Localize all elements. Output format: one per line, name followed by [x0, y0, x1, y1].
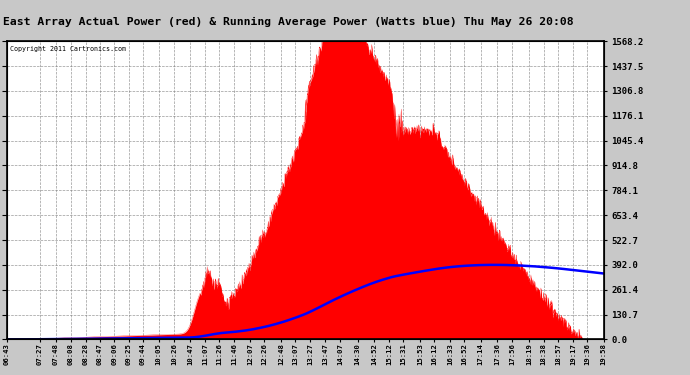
- Text: East Array Actual Power (red) & Running Average Power (Watts blue) Thu May 26 20: East Array Actual Power (red) & Running …: [3, 16, 574, 27]
- Text: Copyright 2011 Cartronics.com: Copyright 2011 Cartronics.com: [10, 46, 126, 52]
